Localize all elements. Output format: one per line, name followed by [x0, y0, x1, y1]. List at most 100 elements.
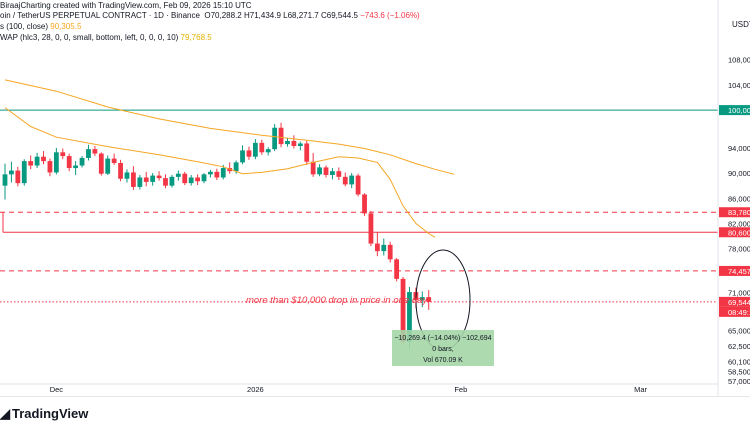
candle-body[interactable] — [240, 150, 245, 163]
price-axis-panel[interactable] — [718, 0, 750, 396]
candle-body[interactable] — [169, 176, 175, 186]
candle-body[interactable] — [368, 213, 374, 244]
candle-body[interactable] — [175, 173, 181, 177]
candle-body[interactable] — [201, 174, 207, 182]
candle-body[interactable] — [34, 156, 40, 166]
candle-body[interactable] — [349, 175, 355, 185]
ohlc-open-label: O — [204, 11, 211, 20]
candle-body[interactable] — [394, 259, 400, 279]
candle-body[interactable] — [246, 150, 252, 157]
candle-body[interactable] — [285, 140, 290, 145]
vwap-label: WAP (hlc3, 28, 0, 0, small, bottom, left… — [0, 33, 179, 42]
candle-body[interactable] — [336, 171, 342, 177]
ohlc-close-label: C — [320, 11, 327, 20]
price-level-label: 100,000 — [728, 106, 750, 115]
candle-body[interactable] — [233, 162, 239, 172]
indicator-lines — [4, 79, 455, 238]
price-level-label: 74,457 — [728, 267, 750, 276]
x-tick-label: 2026 — [247, 385, 264, 394]
candle-body[interactable] — [297, 143, 303, 146]
candle-body[interactable] — [124, 172, 130, 179]
candle-body[interactable] — [342, 176, 348, 185]
y-tick-label: 60,100 — [728, 357, 750, 366]
candle-body[interactable] — [317, 167, 322, 175]
y-tick-label: 90,000 — [728, 169, 750, 178]
credit-text: BiraajCharting created with TradingView.… — [0, 1, 252, 10]
candle-body[interactable] — [381, 244, 387, 252]
candle-body[interactable] — [259, 142, 265, 153]
candle-body[interactable] — [86, 149, 91, 158]
candle-body[interactable] — [111, 158, 117, 163]
candle-body[interactable] — [182, 173, 188, 184]
y-tick-label: 65,000 — [728, 326, 750, 335]
brand-name: TradingView — [12, 406, 89, 421]
candle-body[interactable] — [9, 170, 14, 175]
y-tick-label: 78,000 — [728, 245, 750, 254]
candle-body[interactable] — [374, 243, 380, 252]
candle-body[interactable] — [419, 297, 425, 301]
candle-body[interactable] — [60, 152, 66, 157]
candle-body[interactable] — [163, 178, 168, 186]
candle-body[interactable] — [278, 127, 284, 145]
candle-body[interactable] — [118, 163, 123, 179]
axes: USDT 108,000 104,000 94,000 90,000 86,000 82,0… — [0, 0, 750, 396]
candle-body[interactable] — [47, 161, 53, 173]
candle-body[interactable] — [400, 278, 406, 342]
candle-body[interactable] — [362, 194, 367, 214]
candle-body[interactable] — [208, 171, 213, 175]
candle-body[interactable] — [265, 149, 271, 153]
candle-body[interactable] — [150, 175, 156, 182]
candle-body[interactable] — [28, 161, 34, 166]
candle-body[interactable] — [105, 158, 111, 174]
tradingview-logo-icon: ◢ — [0, 406, 10, 421]
countdown-label: 08:49:1 — [728, 308, 750, 317]
vwap-value: 79,768.5 — [180, 33, 212, 42]
vwap-line — [4, 107, 436, 238]
candle-body[interactable] — [330, 171, 335, 175]
candle-body[interactable] — [66, 156, 72, 169]
annotations: more than $10,000 drop in price in one d… — [246, 249, 494, 366]
y-tick-label: 94,000 — [728, 144, 750, 153]
candle-body[interactable] — [41, 156, 46, 162]
candle-body[interactable] — [387, 244, 393, 260]
candle-body[interactable] — [131, 172, 136, 187]
candle-body[interactable] — [426, 297, 432, 302]
price-level-label: 80,600 — [728, 228, 750, 237]
vwap-legend[interactable]: WAP (hlc3, 28, 0, 0, small, bottom, left… — [0, 33, 212, 42]
candle-body[interactable] — [73, 165, 79, 169]
ohlc-high: 71,434.9 — [249, 11, 281, 20]
candle-body[interactable] — [21, 161, 27, 184]
candle-body[interactable] — [291, 140, 297, 146]
ma-value: 90,305.5 — [50, 22, 82, 31]
ma-label: s (100, close) — [0, 22, 49, 31]
ma-legend[interactable]: s (100, close) 90,305.5 — [0, 22, 81, 31]
candle-body[interactable] — [137, 177, 143, 187]
candle-body[interactable] — [220, 168, 226, 178]
candle-body[interactable] — [310, 161, 316, 175]
candle-body[interactable] — [304, 143, 310, 162]
candle-body[interactable] — [323, 167, 329, 175]
candle-body[interactable] — [272, 127, 278, 150]
footer-bar: ◢ TradingView — [0, 396, 750, 431]
candle-body[interactable] — [407, 292, 412, 342]
y-tick-label: 108,000 — [728, 56, 750, 65]
tradingview-logo[interactable]: ◢ TradingView — [0, 406, 88, 422]
candle-body[interactable] — [143, 177, 149, 182]
candle-body[interactable] — [252, 142, 258, 157]
measure-box — [392, 330, 494, 366]
candle-body[interactable] — [2, 174, 8, 186]
candle-body[interactable] — [92, 149, 98, 154]
candle-body[interactable] — [156, 175, 162, 179]
candle-body[interactable] — [98, 153, 104, 174]
candle-body[interactable] — [355, 175, 361, 195]
candle-body[interactable] — [79, 157, 85, 166]
y-tick-label: 57,000 — [728, 377, 750, 386]
candle-body[interactable] — [195, 177, 200, 182]
candle-body[interactable] — [15, 170, 21, 184]
price-level-tag — [719, 207, 750, 218]
candle-body[interactable] — [188, 177, 194, 184]
candle-body[interactable] — [53, 152, 59, 173]
candle-body[interactable] — [214, 171, 220, 178]
symbol-header[interactable]: oin / TetherUS PERPETUAL CONTRACT · 1D ·… — [0, 11, 420, 20]
